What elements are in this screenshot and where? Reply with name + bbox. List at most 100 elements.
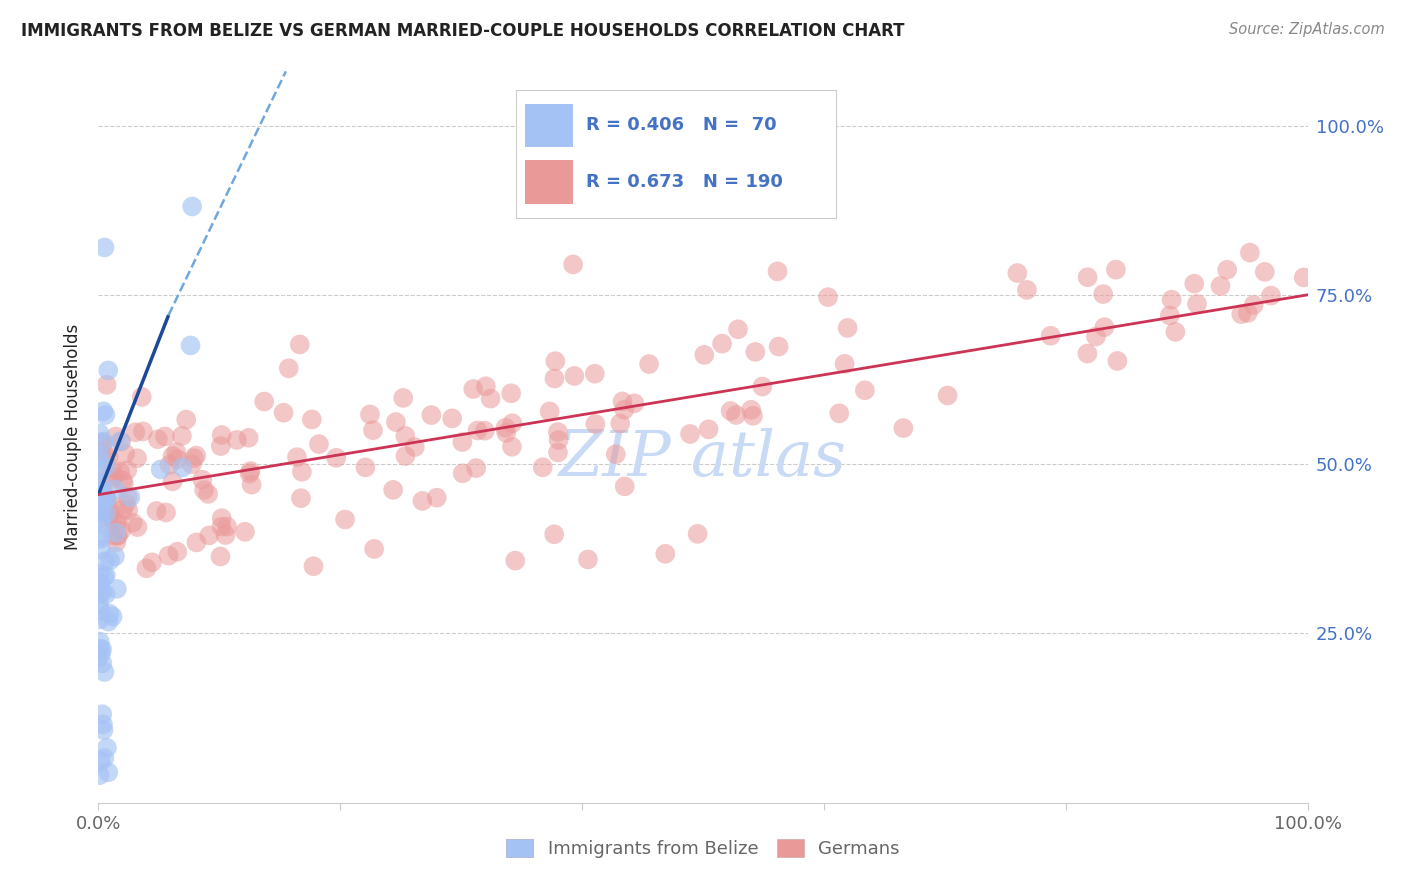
Point (89, 612, 111, 626)
Point (115, 497, 138, 511)
Point (543, 371, 565, 385)
Point (94, 460, 117, 475)
Point (768, 339, 790, 353)
Point (90, 512, 112, 526)
Point (612, 394, 634, 409)
Point (1160, 293, 1182, 307)
Point (101, 461, 124, 475)
Point (90, 542, 112, 557)
Point (104, 515, 127, 529)
Point (744, 345, 766, 359)
Point (1239, 245, 1261, 260)
Point (654, 547, 676, 561)
Point (89, 452, 111, 467)
Point (172, 460, 194, 475)
Point (157, 549, 180, 563)
Point (89, 566, 111, 581)
Point (495, 425, 517, 440)
Point (679, 427, 702, 442)
Point (89, 426, 111, 441)
Point (501, 386, 523, 401)
Point (613, 402, 636, 417)
Point (93, 665, 115, 679)
Point (605, 447, 627, 461)
Point (853, 384, 876, 398)
Point (89, 768, 111, 782)
Point (97, 765, 120, 780)
Point (90, 604, 112, 618)
Text: ZIP atlas: ZIP atlas (560, 428, 846, 490)
Point (1039, 328, 1062, 343)
Point (543, 527, 565, 541)
Point (766, 264, 789, 278)
Point (89, 576, 111, 591)
Point (354, 460, 377, 475)
Point (90, 494, 112, 508)
Point (273, 406, 295, 420)
Point (87, 580, 110, 594)
Point (385, 415, 408, 429)
Point (290, 491, 312, 505)
Point (211, 511, 233, 525)
Point (1292, 270, 1315, 285)
Point (411, 494, 433, 508)
Point (1159, 309, 1181, 323)
Point (97, 615, 120, 629)
Point (97, 494, 120, 508)
Point (93, 445, 115, 459)
Point (474, 424, 496, 438)
Point (145, 504, 167, 518)
Point (94, 587, 117, 601)
Point (740, 402, 762, 417)
Point (132, 425, 155, 439)
Point (87, 597, 110, 611)
Point (1260, 288, 1282, 302)
Point (124, 425, 146, 440)
Point (89, 529, 111, 543)
Point (623, 396, 645, 410)
Point (576, 552, 599, 566)
Point (89, 446, 111, 460)
Point (105, 529, 128, 543)
Point (181, 200, 204, 214)
Point (94, 495, 117, 509)
Point (238, 467, 260, 481)
Point (544, 354, 567, 368)
Point (1107, 354, 1129, 368)
Point (146, 432, 169, 446)
Point (382, 483, 405, 497)
Point (301, 412, 323, 426)
Point (1243, 298, 1265, 312)
Point (1092, 287, 1115, 301)
Point (225, 433, 247, 447)
Point (91, 642, 114, 657)
Point (90, 476, 112, 491)
Point (100, 472, 122, 486)
Point (727, 322, 749, 336)
Point (89, 532, 111, 546)
Point (91, 483, 114, 498)
Point (209, 439, 232, 453)
Point (96, 493, 118, 508)
Point (104, 525, 127, 540)
Point (451, 435, 474, 450)
Point (211, 428, 233, 442)
Point (291, 465, 314, 479)
Point (215, 519, 238, 533)
Point (547, 445, 569, 459)
Point (720, 404, 742, 418)
Point (101, 609, 124, 624)
Point (91, 586, 114, 600)
Point (186, 449, 208, 463)
Point (120, 491, 142, 505)
Point (239, 464, 262, 478)
Point (108, 434, 131, 449)
Point (98, 507, 121, 521)
Point (141, 555, 163, 569)
Point (465, 461, 488, 475)
Point (531, 460, 554, 475)
Point (111, 502, 134, 516)
Point (1164, 325, 1187, 339)
Point (441, 411, 464, 425)
Point (893, 421, 915, 435)
